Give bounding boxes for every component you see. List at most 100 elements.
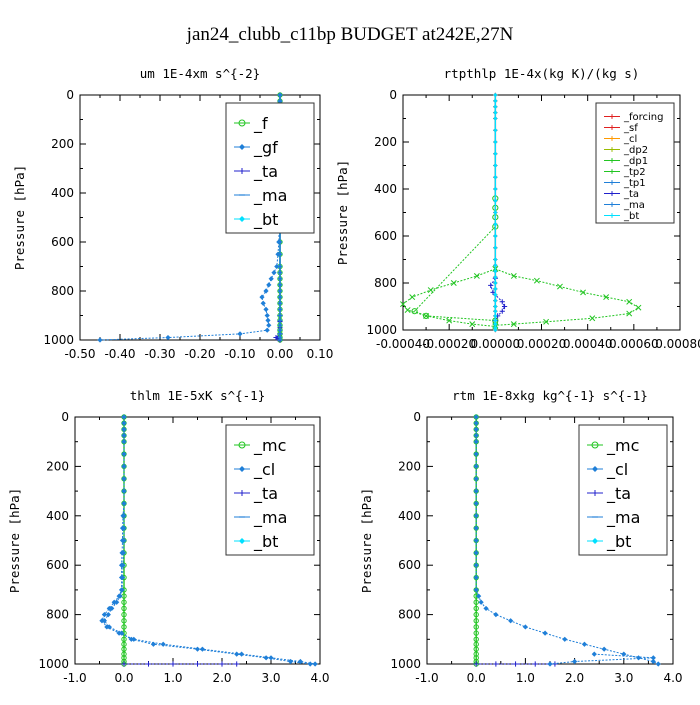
legend-marker [239,538,245,544]
y-tick-label: 1000 [38,657,69,671]
x-tick-label: -0.20 [184,347,215,361]
data-point [510,272,517,279]
legend-marker [239,216,245,222]
legend-label: _ta [623,189,639,200]
data-point [493,263,498,268]
data-point [493,325,498,330]
x-tick-label: -0.10 [224,347,255,361]
legend-marker [609,169,615,174]
data-point [473,500,479,507]
legend-label: _forcing [623,112,664,123]
data-point [121,605,127,612]
data-point [259,294,265,300]
series-line [413,198,496,322]
data-point [522,624,528,630]
x-tick-label: -0.40 [104,347,135,361]
legend-marker [609,114,615,119]
data-point [121,646,127,652]
data-point [119,587,125,593]
data-point [591,651,597,657]
data-point [581,641,588,647]
legend-label: _bt [253,532,278,552]
data-point [543,318,550,325]
legend-marker [609,180,615,185]
y-tick-label: 600 [398,558,421,572]
data-point [473,651,479,657]
data-point [274,263,280,270]
data-point [106,624,112,630]
data-point [589,315,596,322]
legend: _forcing_sf_cl_dp2_dp1_tp2_tp1_ta_ma_bt [595,102,675,224]
data-point [493,104,498,109]
data-point [101,618,107,624]
data-point [493,661,499,667]
data-point [268,655,274,661]
data-point [473,562,479,568]
y-tick-label: 0 [389,88,397,102]
data-point [635,655,642,661]
legend-label: _ta [253,484,278,504]
x-tick-label: -1.0 [63,671,86,685]
data-point [626,298,633,305]
data-point [194,661,201,667]
x-tick-label: 2.0 [212,671,231,685]
y-tick-label: 800 [51,284,74,298]
y-tick-label: 400 [374,182,397,196]
legend-marker [609,202,615,207]
data-point [508,618,514,624]
data-point [265,317,271,323]
data-point [121,641,127,647]
y-tick-label: 600 [374,229,397,243]
data-point [473,574,479,581]
data-point [118,630,125,636]
series_ta [473,661,558,667]
data-point [194,646,201,652]
x-tick-label: 0.00 [267,347,294,361]
y-tick-label: 200 [374,135,397,149]
data-point [109,605,115,612]
data-point [446,317,453,324]
data-point [199,646,205,652]
data-point [277,98,283,104]
data-point [145,661,152,667]
data-point [501,303,508,310]
legend-marker [609,136,615,141]
legend-label: _f [253,114,268,134]
y-tick-label: 400 [46,509,69,523]
y-tick-label: 600 [51,235,74,249]
data-point [650,658,656,665]
legend-label: _ta [606,484,631,504]
data-point [473,463,479,469]
legend-marker [609,158,615,163]
y-tick-label: 800 [374,276,397,290]
x-tick-label: 0.00040 [563,337,613,351]
data-point [114,599,120,605]
data-point [493,210,498,215]
legend-label: _gf [253,138,278,158]
data-point [473,513,479,519]
y-tick-label: 800 [46,608,69,622]
data-point [150,641,156,647]
y-tick-label: 1000 [366,323,397,337]
series_tp1 [411,195,499,324]
data-point [493,612,499,618]
data-point [219,661,225,667]
x-tick-label: 4.0 [663,671,682,685]
data-point [483,605,489,612]
legend-label: _ta [253,162,278,182]
legend-label: _ma [253,508,287,528]
x-tick-label: 2.0 [565,671,584,685]
data-point [626,310,633,317]
data-point [473,439,479,445]
series_bt [101,414,313,667]
y-tick-label: 200 [46,459,69,473]
data-point [121,451,127,457]
data-point [473,630,479,636]
data-point [493,245,498,250]
legend: _mc _cl _ta _ma _bt [225,424,315,556]
data-point [572,658,578,665]
data-point [121,500,127,507]
legend-box [225,102,315,234]
data-point [493,139,498,145]
series-line [495,268,640,326]
